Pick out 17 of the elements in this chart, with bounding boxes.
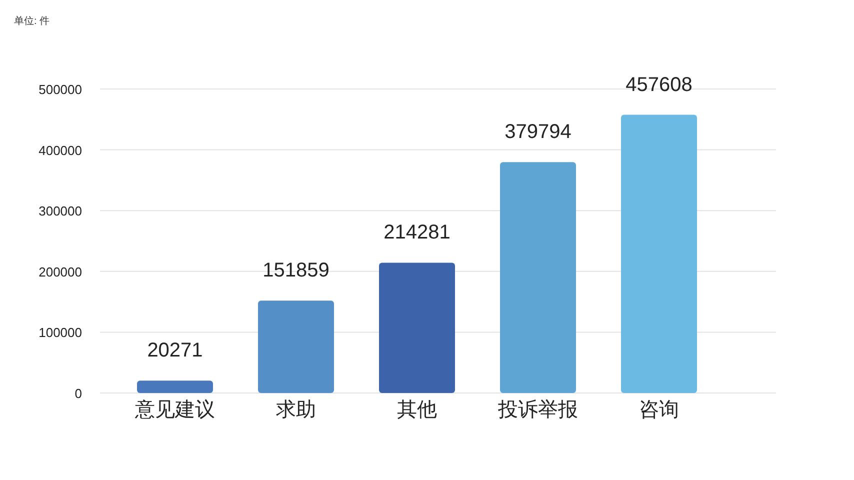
x-tick-label: 咨询 <box>639 399 679 421</box>
y-tick-label: 100000 <box>38 325 82 340</box>
title: 单位: 件 <box>14 16 50 27</box>
x-tick-label: 其他 <box>397 399 437 421</box>
data-label: 20271 <box>147 340 203 362</box>
y-tick-label: 200000 <box>38 264 82 280</box>
y-tick-label: 500000 <box>38 82 82 97</box>
data-label: 457608 <box>626 74 692 96</box>
x-tick-label: 求助 <box>276 399 316 421</box>
y-tick-label: 400000 <box>38 142 82 158</box>
x-tick-label: 投诉举报 <box>497 399 578 421</box>
data-label: 151859 <box>262 260 330 282</box>
data-label: 214281 <box>384 222 450 244</box>
y-tick-label: 0 <box>74 386 82 401</box>
y-tick-label: 300000 <box>38 204 82 219</box>
data-label: 379794 <box>504 121 572 144</box>
x-tick-label: 意见建议 <box>134 399 215 421</box>
